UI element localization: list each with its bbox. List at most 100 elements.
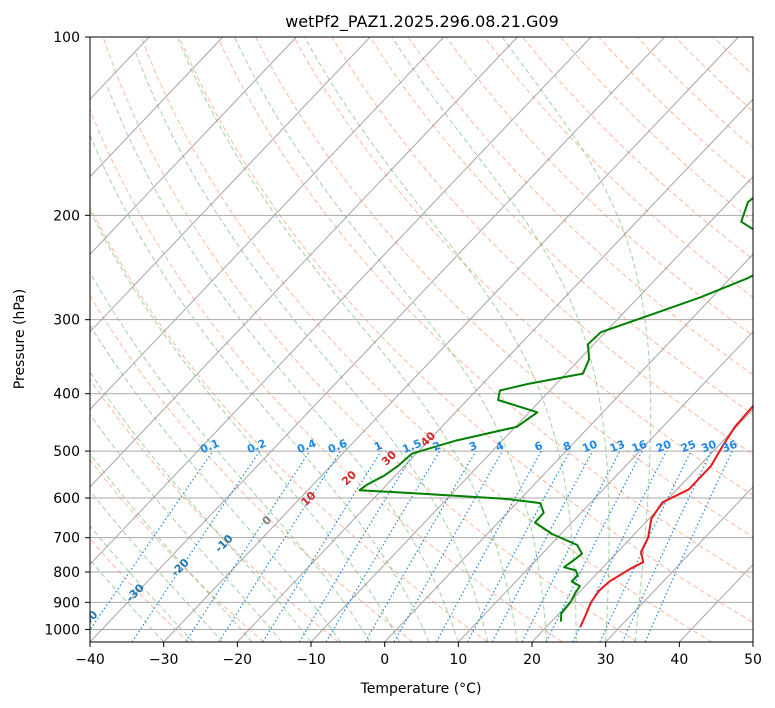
isotherm xyxy=(163,37,739,642)
mixing-ratio-label: 4 xyxy=(494,439,506,454)
y-tick-label: 600 xyxy=(53,491,80,507)
moist-adiabat xyxy=(233,37,548,642)
y-tick-label: 1000 xyxy=(44,622,80,638)
mixing-ratio-label: 20 xyxy=(654,437,673,455)
x-tick-label: 50 xyxy=(744,652,762,668)
x-tick-label: 10 xyxy=(449,652,467,668)
dry-adiabat xyxy=(522,37,753,260)
moist-adiabat xyxy=(391,37,610,642)
mixing-ratio-label: 10 xyxy=(580,437,599,455)
dry-adiabat xyxy=(636,37,753,149)
y-tick-label: 800 xyxy=(53,565,80,581)
x-tick-label: −30 xyxy=(149,652,179,668)
dry-adiabat-label: -30 xyxy=(124,581,147,604)
dry-adiabat-label: -70 xyxy=(0,632,15,655)
moist-adiabat xyxy=(90,413,282,642)
y-tick-label: 300 xyxy=(53,313,80,329)
mixing-ratio-line xyxy=(90,450,214,631)
mixing-ratio-line xyxy=(572,450,667,642)
isotherm xyxy=(752,641,753,642)
y-tick-label: 200 xyxy=(53,208,80,224)
moist-adiabat xyxy=(176,37,518,642)
x-axis-label: Temperature (°C) xyxy=(360,681,482,697)
moist-adiabat xyxy=(90,209,400,642)
mixing-ratio-label: 0.4 xyxy=(295,437,318,456)
moist-adiabat xyxy=(135,51,489,642)
isotherm xyxy=(0,37,2,642)
isotherm xyxy=(90,37,518,488)
x-tick-label: −40 xyxy=(75,652,105,668)
moist-adiabat xyxy=(304,37,577,642)
plot-frame xyxy=(89,36,754,643)
y-tick-label: 400 xyxy=(53,387,80,403)
mixing-ratio-line xyxy=(644,450,733,642)
mixing-ratio-label: 2 xyxy=(431,439,443,454)
mixing-ratio-label: 0.6 xyxy=(326,437,349,456)
mixing-ratio-label: 36 xyxy=(720,437,739,455)
isotherm xyxy=(90,37,592,566)
mixing-ratio-label: 13 xyxy=(608,438,627,456)
dry-adiabat xyxy=(674,37,753,112)
dry-adiabat-label: 20 xyxy=(339,468,359,488)
y-tick-label: 500 xyxy=(53,444,80,460)
dry-adiabat xyxy=(407,37,753,376)
mixing-ratio-line xyxy=(298,450,416,642)
isotherm xyxy=(678,563,753,642)
dry-adiabat xyxy=(369,37,753,415)
moist-adiabat xyxy=(90,271,371,642)
mixing-ratio-label: 0.2 xyxy=(245,437,268,456)
moist-adiabat xyxy=(90,453,253,642)
isotherm xyxy=(90,37,371,333)
isotherm xyxy=(90,37,666,642)
x-tick-label: −20 xyxy=(223,652,253,668)
series-line xyxy=(358,196,753,622)
mixing-ratio-label: 0.1 xyxy=(198,437,221,456)
isotherm xyxy=(310,176,753,642)
moist-adiabat xyxy=(90,324,341,642)
dry-adiabat xyxy=(751,37,753,40)
x-tick-label: 40 xyxy=(670,652,688,668)
x-tick-label: −10 xyxy=(296,652,326,668)
mixing-ratio-line xyxy=(262,450,382,642)
dry-adiabat-label: -40 xyxy=(77,608,100,631)
x-axis-ticks: −40 −30 −20 −10 0 10 20 30 40 50 xyxy=(75,642,762,668)
isotherm xyxy=(90,37,224,178)
dry-adiabat-label: 0 xyxy=(260,513,275,528)
x-tick-label: 0 xyxy=(380,652,389,668)
moist-adiabat xyxy=(90,525,194,642)
mixing-ratio-line xyxy=(185,450,311,642)
dry-adiabat xyxy=(293,37,753,496)
plot-background xyxy=(0,37,753,642)
dry-adiabat xyxy=(217,37,753,580)
dry-adiabat xyxy=(90,205,488,642)
isotherm xyxy=(90,37,297,256)
moist-adiabat xyxy=(90,134,430,642)
mixing-ratio-label: 30 xyxy=(699,437,718,455)
dry-adiabat xyxy=(90,378,339,642)
dry-adiabat xyxy=(484,37,753,298)
isotherm xyxy=(90,37,445,411)
mixing-ratio-label: 3 xyxy=(467,439,479,454)
mixing-ratio-line xyxy=(393,450,504,642)
dry-adiabat-label: -20 xyxy=(169,556,192,579)
mixing-ratio-line xyxy=(131,450,261,642)
y-tick-label: 100 xyxy=(53,30,80,46)
dry-adiabat-label: -10 xyxy=(212,532,235,555)
moist-adiabat xyxy=(90,371,312,642)
mixing-ratio-label: 16 xyxy=(630,437,649,455)
dry-adiabat-label: -60 xyxy=(13,632,36,655)
chart-title: wetPf2_PAZ1.2025.296.08.21.G09 xyxy=(285,12,559,32)
series-line xyxy=(579,403,753,628)
y-tick-label: 700 xyxy=(53,531,80,547)
mixing-ratio-line xyxy=(599,450,692,642)
dry-adiabat xyxy=(90,459,264,642)
mixing-ratio-line xyxy=(521,450,621,642)
mixing-ratio-label: 8 xyxy=(561,439,573,454)
x-tick-label: 20 xyxy=(523,652,541,668)
mixing-ratio-label: 6 xyxy=(533,439,545,454)
y-axis-ticks: 100 200 300 400 500 600 700 800 900 1000 xyxy=(44,30,90,638)
data-series xyxy=(358,196,753,628)
mixing-ratio-label: 25 xyxy=(679,438,698,456)
mixing-ratio-label: 1 xyxy=(372,439,384,454)
